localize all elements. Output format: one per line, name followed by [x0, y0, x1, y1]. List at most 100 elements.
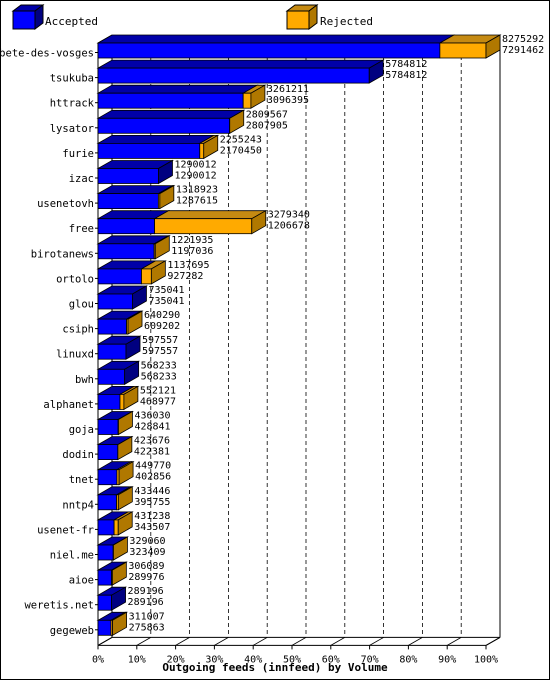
bar-accepted-front: [98, 620, 111, 635]
labels: 0%10%20%30%40%50%60%70%80%90%100%bete-de…: [1, 34, 544, 665]
value-label-accepted: 568233: [141, 371, 177, 382]
value-label-offered: 311007: [129, 611, 165, 622]
value-label-offered: 3279340: [268, 210, 310, 221]
grid-floor-line: [176, 637, 190, 645]
bar-accepted: [98, 336, 140, 359]
category-label: birotanews: [31, 248, 94, 260]
value-label-offered: 1221935: [171, 235, 213, 246]
grid-floor-line: [253, 637, 267, 645]
grid-floor-line: [331, 637, 345, 645]
bar-rejected: [440, 35, 500, 58]
bar-accepted-front: [98, 294, 132, 309]
value-label-accepted: 1290012: [174, 171, 216, 182]
value-label-accepted: 1206678: [268, 221, 310, 232]
x-tick-label: 0%: [92, 654, 104, 665]
bar-accepted: [98, 361, 139, 384]
value-label-offered: 431238: [134, 511, 170, 522]
bar-rejected-front: [141, 269, 151, 284]
bar-accepted-top: [98, 35, 454, 43]
bar-accepted-front: [98, 470, 117, 485]
bar-accepted-front: [98, 520, 114, 535]
value-label-accepted: 1287615: [176, 196, 218, 207]
bar-accepted-front: [98, 143, 200, 158]
bar-accepted-front: [98, 394, 120, 409]
value-label-offered: 597557: [142, 335, 178, 346]
x-tick-label: 80%: [399, 654, 417, 665]
value-label-accepted: 2170450: [220, 145, 262, 156]
grid-floor-line: [486, 637, 500, 645]
bar-accepted: [98, 60, 383, 83]
bar-rejected-front: [114, 520, 118, 535]
category-label: goja: [69, 424, 94, 436]
x-tick-label: 90%: [438, 654, 456, 665]
value-label-offered: 640290: [144, 310, 180, 321]
value-label-accepted: 2807905: [246, 120, 288, 131]
bar-accepted-front: [98, 43, 440, 58]
legend-accepted-label: Accepted: [45, 15, 98, 28]
value-label-accepted: 289976: [128, 572, 164, 583]
category-label: gegeweb: [50, 625, 94, 637]
bar-accepted-top: [98, 60, 383, 68]
bar-rejected: [155, 211, 266, 234]
value-label-offered: 2809567: [246, 109, 288, 120]
bar-accepted: [98, 35, 454, 58]
bar-accepted-front: [98, 420, 118, 435]
value-label-offered: 306089: [128, 561, 164, 572]
category-label: izac: [69, 173, 94, 185]
value-label-accepted: 7291462: [502, 45, 544, 56]
bar-accepted: [98, 161, 172, 184]
legend-rejected-swatch: [287, 5, 317, 29]
category-label: weretis.net: [24, 600, 94, 612]
value-label-offered: 1318923: [176, 185, 218, 196]
category-label: usenet-fr: [37, 524, 94, 536]
x-axis-title: Outgoing feeds (innfeed) by Volume: [162, 661, 388, 674]
value-label-accepted: 402856: [135, 472, 171, 483]
category-label: glou: [69, 299, 94, 311]
bar-accepted: [98, 587, 126, 610]
bar-accepted-front: [98, 118, 230, 133]
bar-rejected-front: [155, 219, 252, 234]
value-label-accepted: 275863: [129, 622, 165, 633]
category-label: usenetovh: [37, 198, 94, 210]
bar-accepted-front: [98, 269, 141, 284]
value-label-accepted: 323409: [129, 547, 165, 558]
grid-floor-line: [214, 637, 228, 645]
bar-accepted-front: [98, 194, 158, 209]
grid-floor-line: [408, 637, 422, 645]
bar-accepted-front: [98, 369, 125, 384]
category-label: nntp4: [62, 499, 94, 511]
value-label-offered: 1290012: [174, 160, 216, 171]
category-label: tsukuba: [50, 73, 94, 85]
bar-rejected-front: [200, 143, 204, 158]
category-label: httrack: [50, 98, 95, 110]
bar-accepted-top: [98, 110, 244, 118]
value-label-offered: 8275292: [502, 34, 544, 45]
bar-accepted: [98, 135, 214, 158]
bar-rejected-front: [243, 93, 251, 108]
value-label-offered: 1137695: [167, 260, 209, 271]
bar-accepted-front: [98, 344, 126, 359]
value-label-accepted: 289196: [128, 597, 164, 608]
grid-floor-line: [370, 637, 384, 645]
value-label-accepted: 5784812: [385, 70, 427, 81]
value-label-accepted: 468977: [140, 396, 176, 407]
value-label-accepted: 735041: [148, 296, 184, 307]
category-label: csiph: [62, 324, 94, 336]
value-label-offered: 568233: [141, 360, 177, 371]
bar-accepted: [98, 85, 257, 108]
value-label-offered: 433446: [134, 486, 170, 497]
bar-accepted-front: [98, 595, 112, 610]
category-label: alphanet: [43, 399, 94, 411]
category-label: bete-des-vosges: [1, 48, 94, 60]
category-label: niel.me: [50, 550, 94, 562]
category-label: linuxd: [56, 349, 94, 361]
bar-accepted: [98, 286, 146, 309]
value-label-accepted: 422381: [134, 447, 170, 458]
value-label-offered: 3261211: [267, 84, 309, 95]
x-tick-label: 100%: [474, 654, 498, 665]
value-label-offered: 5784812: [385, 59, 427, 70]
bar-accepted-front: [98, 319, 127, 334]
value-label-offered: 289196: [128, 586, 164, 597]
